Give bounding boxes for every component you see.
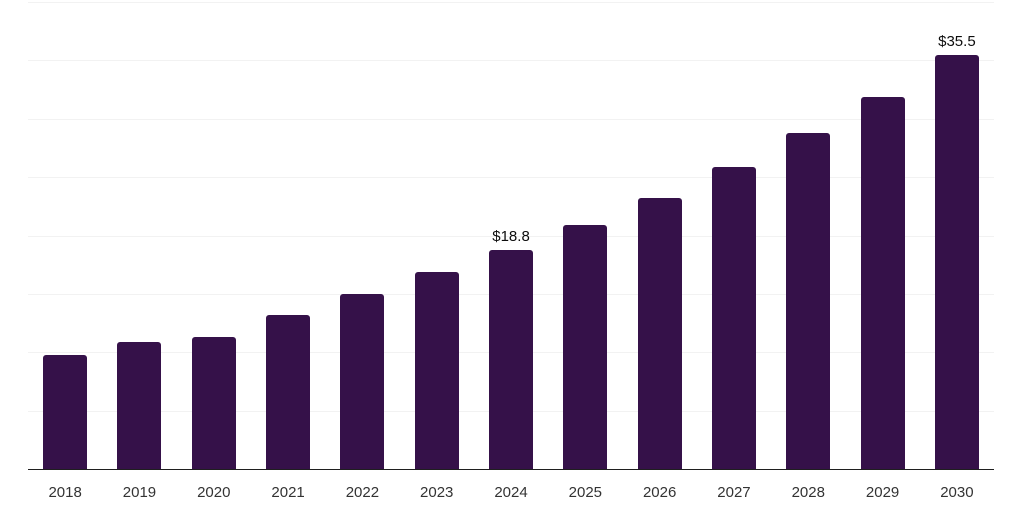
bar-2025 bbox=[563, 225, 608, 469]
bar-2023 bbox=[414, 271, 459, 469]
data-label-2030: $35.5 bbox=[938, 32, 976, 50]
bar-column-2018 bbox=[28, 2, 102, 469]
gridline-25 bbox=[28, 177, 994, 179]
bar-column-2022 bbox=[325, 2, 399, 469]
x-tick-2030: 2030 bbox=[940, 484, 974, 501]
x-tick-2021: 2021 bbox=[271, 484, 305, 501]
x-tick-2027: 2027 bbox=[717, 484, 751, 501]
x-tick-2025: 2025 bbox=[568, 484, 603, 501]
bar-column-2021 bbox=[251, 2, 325, 469]
gridline-20 bbox=[28, 235, 994, 237]
data-label-2024: $18.8 bbox=[492, 227, 530, 245]
plot-area: $18.8 $35.5 bbox=[28, 2, 994, 470]
x-tick-2028: 2028 bbox=[791, 484, 825, 501]
bar-column-2020 bbox=[177, 2, 251, 469]
bar-column-2023 bbox=[400, 2, 474, 469]
bar-column-2029 bbox=[845, 2, 919, 469]
gridline-30 bbox=[28, 118, 994, 120]
bar-2030 bbox=[934, 54, 979, 469]
bar-2019 bbox=[117, 341, 162, 469]
bar-2028 bbox=[786, 132, 831, 469]
bar-column-2030: $35.5 bbox=[920, 2, 994, 469]
bar-2026 bbox=[637, 198, 682, 469]
bar-column-2028 bbox=[771, 2, 845, 469]
bar-series: $18.8 $35.5 bbox=[28, 2, 994, 469]
bar-column-2024: $18.8 bbox=[474, 2, 548, 469]
bar-2024 bbox=[489, 249, 534, 469]
bar-column-2025 bbox=[548, 2, 622, 469]
x-tick-2020: 2020 bbox=[197, 484, 231, 501]
bar-2022 bbox=[340, 293, 385, 469]
x-tick-2024: 2024 bbox=[494, 484, 528, 501]
bar-2029 bbox=[860, 96, 905, 469]
bar-2018 bbox=[43, 354, 88, 469]
bar-2027 bbox=[711, 166, 756, 469]
x-tick-2022: 2022 bbox=[345, 484, 380, 501]
gridline-40 bbox=[28, 2, 994, 3]
x-axis-labels: 2018 2019 2020 2021 2022 2023 2024 2025 2026 2027… bbox=[28, 484, 994, 502]
bar-column-2019 bbox=[102, 2, 176, 469]
x-tick-2019: 2019 bbox=[122, 484, 157, 501]
bar-column-2026 bbox=[623, 2, 697, 469]
bar-2021 bbox=[266, 314, 311, 469]
bar-column-2027 bbox=[697, 2, 771, 469]
x-tick-2029: 2029 bbox=[865, 484, 900, 501]
x-tick-2023: 2023 bbox=[420, 484, 454, 501]
x-tick-2026: 2026 bbox=[642, 484, 677, 501]
gridline-35 bbox=[28, 60, 994, 62]
bar-2020 bbox=[191, 337, 236, 469]
x-tick-2018: 2018 bbox=[48, 484, 82, 501]
